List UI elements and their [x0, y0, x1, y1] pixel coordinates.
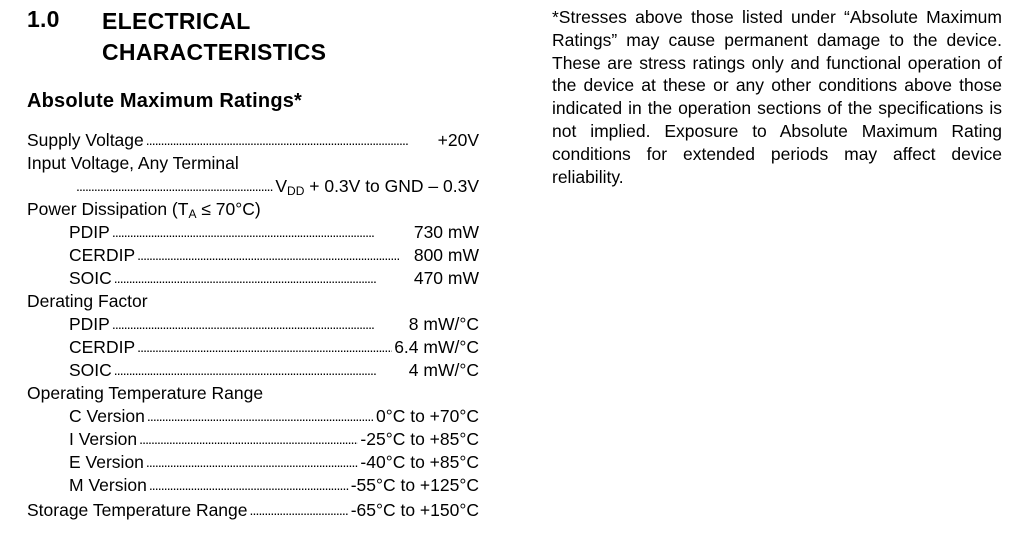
rating-row-df-pdip: PDIP8 mW/°C: [27, 313, 479, 336]
dot-leader: [147, 404, 374, 428]
left-column: 1.0 ELECTRICAL CHARACTERISTICS Absolute …: [27, 0, 479, 520]
dot-leader: [137, 335, 392, 359]
rating-row-df-soic: SOIC4 mW/°C: [27, 359, 479, 382]
rating-row-storage-temp: Storage Temperature Range-65°C to +150°C: [27, 499, 479, 522]
ratings-list: Supply Voltage +20V Input Voltage, Any T…: [27, 129, 479, 522]
stress-note: *Stresses above those listed under “Abso…: [552, 7, 1002, 187]
dot-leader: [250, 498, 349, 522]
rating-group-derating-factor: Derating Factor: [27, 291, 148, 311]
rating-row-supply-voltage: Supply Voltage +20V: [27, 129, 479, 152]
dot-leader: [76, 174, 273, 198]
subheading: Absolute Maximum Ratings*: [27, 90, 303, 112]
rating-row-op-i: I Version-25°C to +85°C: [27, 428, 479, 451]
dot-leader: [146, 128, 436, 152]
rating-label: Supply Voltage: [27, 130, 144, 150]
rating-row-pd-soic: SOIC470 mW: [27, 267, 479, 290]
section-heading: 1.0 ELECTRICAL CHARACTERISTICS Absolute …: [27, 0, 479, 112]
rating-group-power-dissipation: Power Dissipation (TA ≤ 70°C): [27, 199, 261, 221]
dot-leader: [114, 358, 407, 382]
rating-row-op-m: M Version-55°C to +125°C: [27, 474, 479, 497]
rating-row-pd-pdip: PDIP730 mW: [27, 221, 479, 244]
dot-leader: [114, 266, 412, 290]
right-column: *Stresses above those listed under “Abso…: [552, 6, 1002, 188]
dot-leader: [112, 312, 407, 336]
section-title: ELECTRICAL CHARACTERISTICS: [102, 6, 326, 68]
section-title-line1: ELECTRICAL: [102, 8, 251, 34]
rating-value: +20V: [437, 130, 479, 150]
rating-value: VDD + 0.3V to GND – 0.3V: [275, 176, 479, 198]
dot-leader: [149, 473, 349, 497]
rating-row-op-c: C Version0°C to +70°C: [27, 405, 479, 428]
rating-row-input-voltage: VDD + 0.3V to GND – 0.3V: [27, 175, 479, 198]
dot-leader: [139, 427, 358, 451]
rating-row-df-cerdip: CERDIP6.4 mW/°C: [27, 336, 479, 359]
rating-group-input-voltage: Input Voltage, Any Terminal: [27, 153, 239, 173]
dot-leader: [137, 243, 412, 267]
rating-row-pd-cerdip: CERDIP800 mW: [27, 244, 479, 267]
rating-group-operating-temp: Operating Temperature Range: [27, 383, 264, 403]
dot-leader: [112, 220, 412, 244]
rating-row-op-e: E Version-40°C to +85°C: [27, 451, 479, 474]
dot-leader: [146, 450, 359, 474]
section-number: 1.0: [27, 6, 60, 32]
section-title-line2: CHARACTERISTICS: [102, 39, 327, 65]
